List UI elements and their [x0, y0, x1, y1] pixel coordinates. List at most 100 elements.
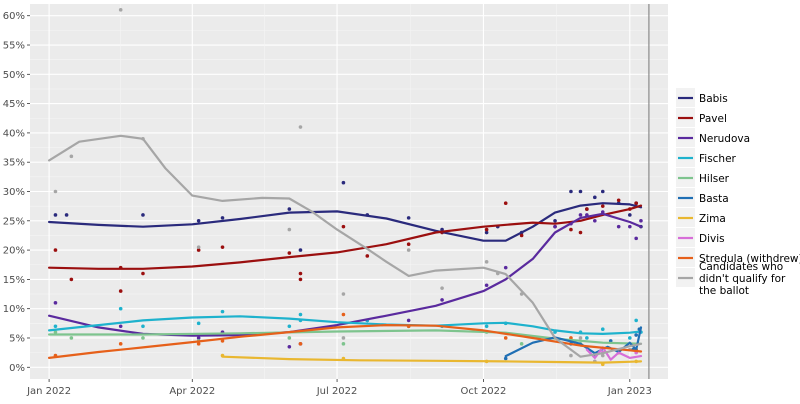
data-point — [519, 233, 524, 238]
data-point — [628, 213, 632, 217]
data-point — [298, 312, 303, 317]
legend-item: Basta — [676, 188, 729, 207]
trend-line — [48, 329, 643, 345]
legend: Babis Pavel Nerudova Fischer Hilser Basta Zima… — [676, 88, 800, 297]
y-tick-label: 60% — [3, 11, 25, 22]
y-axis: 0% 5% 10% 15% 20% 25% 30% 35% 40% 45% 50% 55% 60% — [3, 11, 30, 374]
legend-label: the ballot — [699, 285, 749, 297]
data-point — [600, 353, 605, 358]
legend-item: Babis — [676, 88, 728, 107]
legend-item: Stredula (withdrew) — [676, 248, 800, 267]
data-point — [220, 216, 225, 220]
data-point — [503, 356, 508, 361]
data-point — [406, 216, 411, 220]
x-tick-label: Jan 2023 — [607, 386, 652, 397]
data-point — [53, 330, 58, 334]
legend-label: Nerudova — [699, 133, 750, 145]
legend-label: Basta — [699, 193, 729, 205]
data-point — [628, 336, 632, 340]
y-tick-label: 55% — [3, 41, 25, 52]
data-point — [118, 8, 123, 12]
data-point — [639, 218, 643, 223]
data-point — [64, 213, 69, 217]
data-point — [616, 224, 621, 229]
data-point — [196, 336, 201, 340]
y-tick-label: 15% — [3, 275, 25, 286]
data-point — [298, 277, 303, 282]
data-point — [503, 336, 508, 340]
data-point — [578, 189, 583, 194]
data-point — [634, 333, 638, 337]
y-tick-label: 50% — [3, 70, 25, 81]
legend-item: Fischer — [676, 148, 737, 167]
data-point — [600, 327, 605, 331]
data-point — [341, 312, 346, 317]
trend-lines — [48, 134, 643, 364]
data-point — [585, 207, 589, 211]
y-tick-label: 20% — [3, 246, 25, 257]
data-point — [53, 189, 58, 194]
data-point — [141, 336, 145, 340]
legend-label: Hilser — [699, 173, 730, 185]
x-tick-label: Oct 2022 — [460, 386, 506, 397]
data-point — [53, 301, 58, 305]
data-point — [628, 224, 632, 229]
data-point — [484, 260, 489, 264]
legend-item: Pavel — [676, 108, 727, 127]
data-point — [578, 213, 583, 217]
y-tick-label: 0% — [9, 363, 25, 374]
data-point — [484, 324, 489, 329]
trend-line — [48, 204, 643, 270]
data-point — [69, 336, 74, 340]
trend-line — [48, 134, 643, 358]
data-point — [440, 227, 444, 232]
data-point — [553, 224, 557, 229]
data-point — [365, 254, 370, 258]
data-point — [593, 195, 597, 200]
data-point — [440, 298, 444, 302]
trend-line — [48, 202, 643, 242]
data-point — [484, 283, 489, 288]
data-point — [141, 324, 145, 329]
legend-label: Divis — [699, 233, 725, 245]
data-point — [440, 286, 444, 290]
data-point — [69, 277, 74, 282]
trend-line — [221, 355, 643, 364]
data-point — [287, 336, 292, 340]
data-point — [569, 189, 573, 194]
data-point — [593, 218, 597, 223]
legend-item: Zima — [676, 208, 726, 227]
data-point — [484, 227, 489, 232]
data-point — [141, 271, 145, 276]
data-point — [634, 236, 638, 241]
data-point — [220, 245, 225, 249]
data-point — [287, 324, 292, 329]
y-tick-label: 45% — [3, 99, 25, 110]
data-point — [406, 318, 411, 323]
data-point — [196, 218, 201, 223]
legend-label: Fischer — [699, 153, 737, 165]
data-point — [53, 324, 58, 329]
y-tick-label: 40% — [3, 128, 25, 139]
data-point — [118, 306, 123, 311]
data-point — [634, 318, 638, 323]
data-point — [287, 227, 292, 232]
y-tick-label: 10% — [3, 304, 25, 315]
data-point — [503, 201, 508, 206]
data-point — [341, 292, 346, 296]
data-point — [220, 339, 225, 343]
legend-item: Hilser — [676, 168, 730, 187]
y-tick-label: 25% — [3, 216, 25, 227]
data-point — [196, 342, 201, 346]
trend-line — [48, 324, 643, 359]
data-point — [298, 271, 303, 276]
data-point — [503, 265, 508, 270]
data-point — [287, 251, 292, 255]
legend-label: Zima — [699, 213, 726, 225]
legend-item: Nerudova — [676, 128, 750, 147]
data-point — [196, 321, 201, 326]
data-point — [616, 198, 621, 203]
legend-label: didn't qualify for — [699, 273, 786, 285]
